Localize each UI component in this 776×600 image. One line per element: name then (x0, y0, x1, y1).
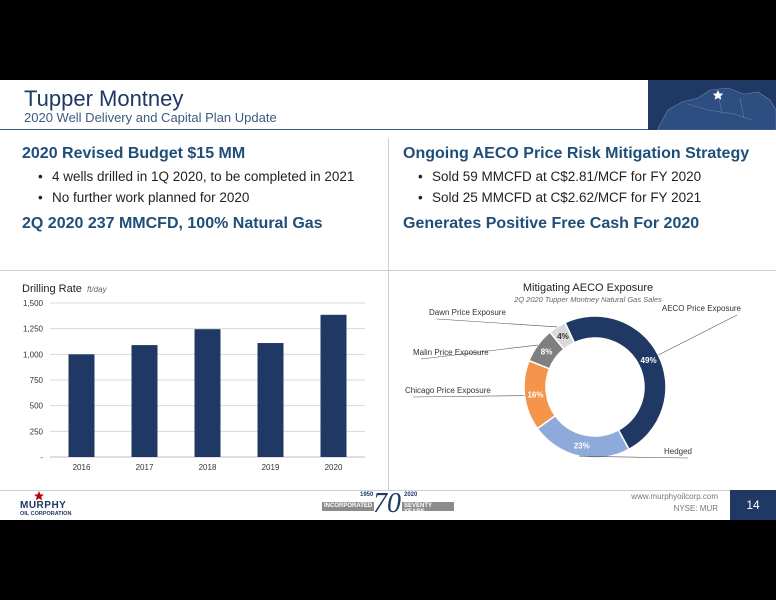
x-tick-label: 2016 (73, 463, 91, 472)
x-tick-label: 2017 (136, 463, 154, 472)
donut-slice (548, 321, 576, 351)
anniv-number: 70 (373, 488, 401, 519)
free-cash-heading: Generates Positive Free Cash For 2020 (403, 215, 700, 232)
bullet-icon: • (38, 190, 43, 205)
ribbon-right (402, 502, 454, 511)
slice-percent-label: 4% (557, 332, 569, 341)
footer-ticker: NYSE: MUR (673, 504, 718, 513)
bar-2020 (320, 314, 347, 457)
bar-2019 (257, 343, 284, 457)
drilling-rate-chart: Drilling Rate ft/day - 250 500 750 1,000 1,25… (22, 283, 365, 472)
slice-category-label: Hedged (664, 447, 692, 456)
page-subtitle: 2020 Well Delivery and Capital Plan Upda… (24, 110, 277, 125)
bullet-icon: • (418, 169, 423, 184)
bar-2018 (194, 329, 221, 457)
bar-2016 (68, 354, 95, 457)
header-rule (0, 129, 648, 130)
y-tick-label: 750 (30, 376, 44, 385)
list-item: • No further work planned for 2020 (38, 190, 250, 205)
anniv-left-year: 1950 (360, 492, 374, 498)
y-tick-label: - (40, 453, 43, 462)
anniv-right-year: 2020 (404, 492, 418, 498)
slice-category-label: AECO Price Exposure (662, 304, 742, 313)
slice-category-label: Dawn Price Exposure (429, 308, 506, 317)
production-heading: 2Q 2020 237 MMCFD, 100% Natural Gas (22, 215, 323, 232)
murphy-logo: MURPHY OIL CORPORATION (20, 490, 90, 520)
donut-slice (563, 315, 667, 451)
x-tick-label: 2018 (199, 463, 217, 472)
vertical-divider (388, 138, 389, 490)
slice-percent-label: 8% (541, 348, 553, 357)
bullet-icon: • (38, 169, 43, 184)
page-title: Tupper Montney (24, 86, 184, 111)
aeco-heading: Ongoing AECO Price Risk Mitigation Strat… (403, 145, 750, 162)
x-tick-label: 2020 (325, 463, 343, 472)
chart-unit-label: ft/day (87, 285, 108, 294)
footer-url[interactable]: www.murphyoilcorp.com (631, 492, 718, 501)
leader-line (436, 318, 558, 328)
bar-2017 (131, 345, 158, 457)
budget-heading: 2020 Revised Budget $15 MM (22, 145, 246, 162)
x-tick-label: 2019 (262, 463, 280, 472)
horizontal-divider (0, 270, 776, 271)
chart-title: Mitigating AECO Exposure (523, 282, 653, 294)
aeco-exposure-chart: Mitigating AECO Exposure 2Q 2020 Tupper … (405, 282, 742, 459)
leader-line (412, 395, 525, 398)
slice-category-label: Chicago Price Exposure (405, 386, 491, 395)
logo-text: MURPHY (20, 500, 67, 511)
chart-title: Drilling Rate (22, 283, 82, 295)
slice-percent-label: 16% (527, 390, 543, 399)
list-item: • Sold 59 MMCFD at C$2.81/MCF for FY 2020 (418, 169, 702, 184)
leader-line (658, 314, 738, 356)
list-item: • 4 wells drilled in 1Q 2020, to be compl… (38, 169, 355, 184)
y-tick-label: 1,250 (23, 325, 44, 334)
slice-percent-label: 49% (641, 356, 657, 365)
north-america-map-icon (648, 80, 776, 130)
star-icon (712, 90, 724, 100)
donut-slice (536, 414, 631, 459)
leader-line (579, 455, 689, 459)
y-tick-label: 1,000 (23, 350, 44, 359)
chart-subtitle: 2Q 2020 Tupper Montney Natural Gas Sales (513, 295, 662, 304)
ribbon-left (322, 502, 374, 511)
logo-subtext: OIL CORPORATION (20, 511, 72, 517)
anniv-left-word: INCORPORATED (324, 503, 373, 509)
anniv-right-word: SEVENTY YEARS (404, 503, 432, 515)
slice-category-label: Malin Price Exposure (413, 348, 489, 357)
y-tick-label: 250 (30, 427, 44, 436)
y-tick-label: 1,500 (23, 299, 44, 308)
page-number: 14 (730, 490, 776, 520)
footer-rule (0, 490, 776, 491)
slice-percent-label: 23% (574, 442, 590, 451)
murphy-star-icon (34, 491, 44, 501)
anniversary-badge: 1950 INCORPORATED 70 2020 SEVENTY YEARS (322, 488, 454, 520)
leader-line (420, 344, 538, 360)
y-tick-label: 500 (30, 402, 44, 411)
bullet-icon: • (418, 190, 423, 205)
list-item: • Sold 25 MMCFD at C$2.62/MCF for FY 2021 (418, 190, 702, 205)
slide: Tupper Montney 2020 Well Delivery and Ca… (0, 80, 776, 520)
